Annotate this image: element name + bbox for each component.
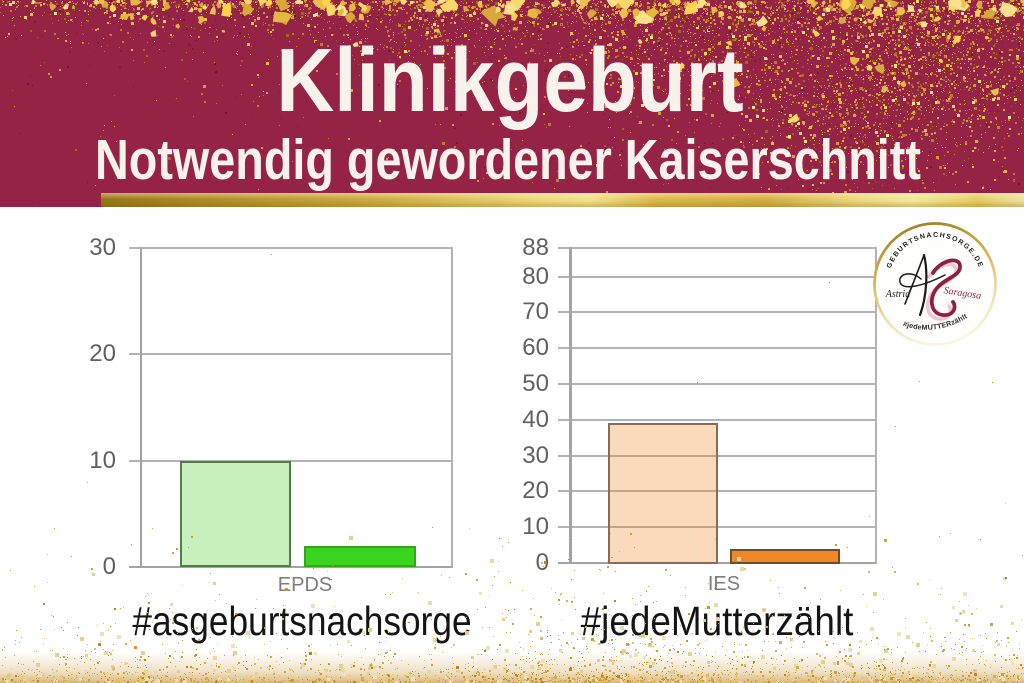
- svg-text:Astrid: Astrid: [885, 289, 911, 300]
